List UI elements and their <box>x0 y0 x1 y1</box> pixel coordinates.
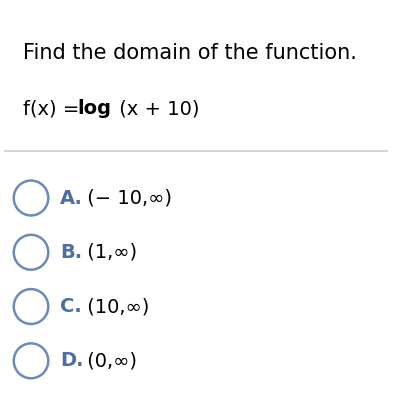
Text: (10,∞): (10,∞) <box>81 297 149 316</box>
Text: (− 10,∞): (− 10,∞) <box>81 188 172 208</box>
Text: f(x) =: f(x) = <box>23 99 86 118</box>
Text: (x + 10): (x + 10) <box>113 99 200 118</box>
Text: C.: C. <box>60 297 82 316</box>
Text: A.: A. <box>60 188 83 208</box>
Text: log: log <box>77 99 111 118</box>
Text: Find the domain of the function.: Find the domain of the function. <box>23 43 357 63</box>
Text: D.: D. <box>60 351 83 370</box>
Text: B.: B. <box>60 243 82 262</box>
Text: (0,∞): (0,∞) <box>81 351 137 370</box>
Text: (1,∞): (1,∞) <box>81 243 137 262</box>
